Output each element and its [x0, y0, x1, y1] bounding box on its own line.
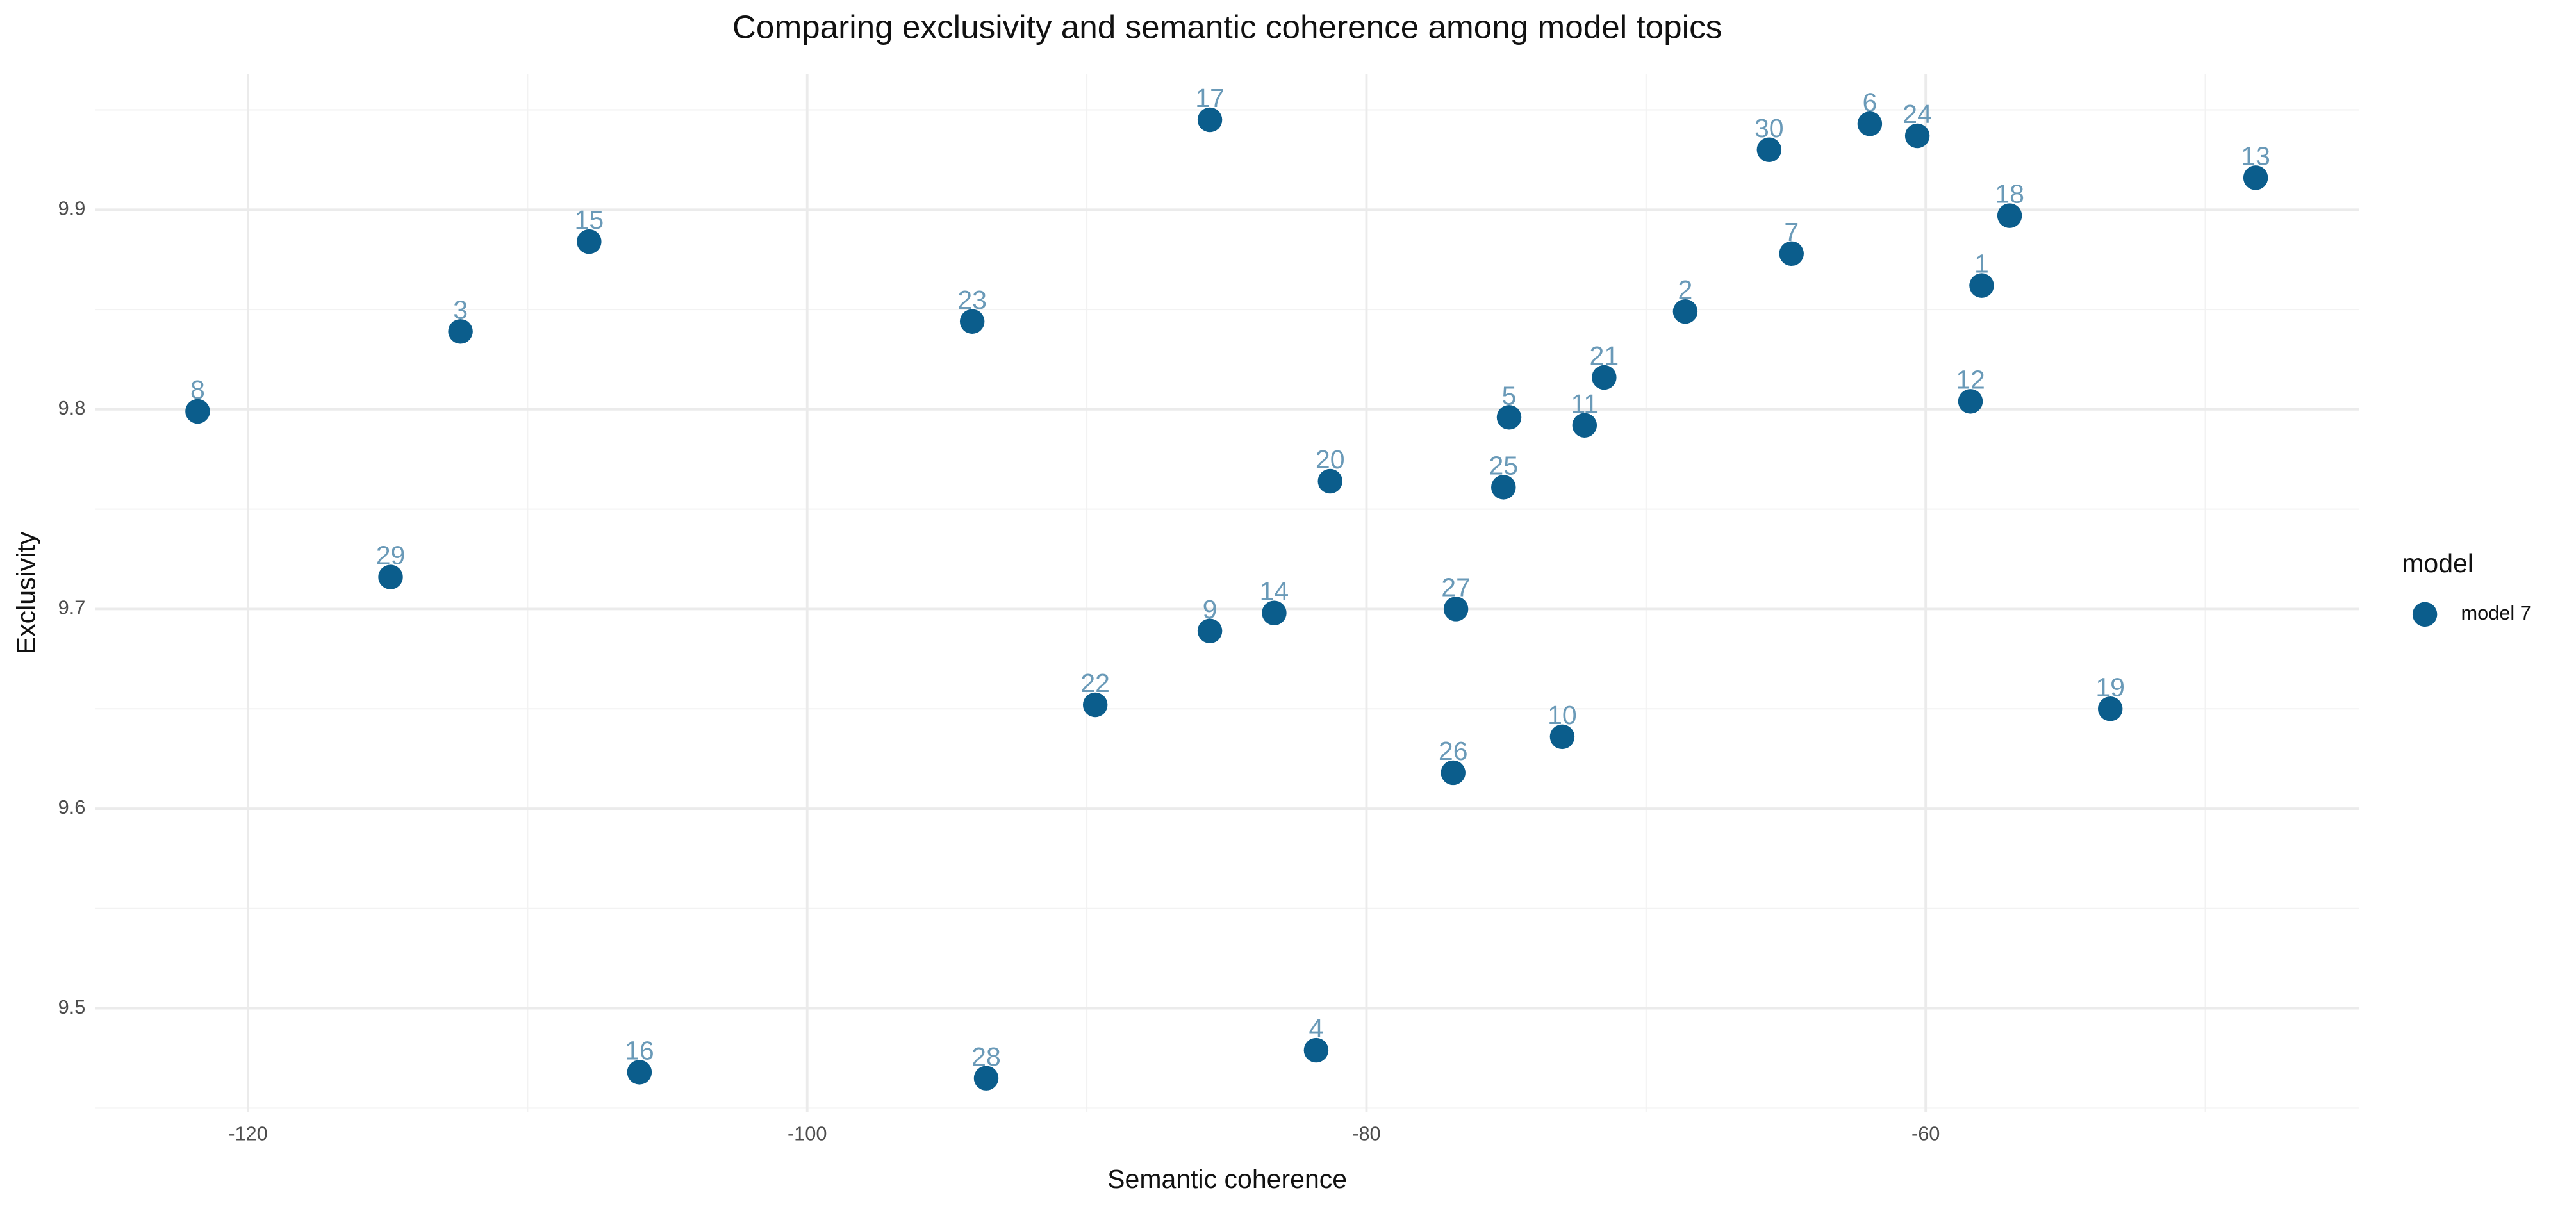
point-label: 3	[453, 295, 468, 324]
point	[378, 564, 403, 589]
y-tick-label: 9.5	[58, 996, 86, 1018]
point	[1572, 413, 1598, 438]
point-label: 28	[971, 1042, 1001, 1071]
point	[1756, 137, 1782, 163]
point	[2097, 696, 2123, 721]
point-label: 13	[2241, 141, 2270, 170]
point-label: 7	[1784, 217, 1799, 247]
point-label: 18	[1995, 179, 2024, 209]
x-tick-label: -80	[1352, 1123, 1380, 1145]
point-label: 27	[1441, 573, 1471, 602]
point-label: 15	[575, 205, 604, 235]
legend-label: model 7	[2461, 602, 2531, 624]
point	[1857, 111, 1883, 136]
point-label: 5	[1502, 381, 1517, 410]
point-label: 23	[957, 285, 987, 315]
point	[448, 319, 473, 344]
point	[1441, 760, 1466, 786]
x-tick-label: -60	[1911, 1123, 1940, 1145]
x-tick-label: -100	[788, 1123, 827, 1145]
point-label: 10	[1548, 700, 1577, 730]
point-label: 24	[1903, 99, 1932, 129]
point-label: 17	[1195, 83, 1225, 113]
point-label: 25	[1489, 450, 1518, 480]
point-label: 16	[625, 1035, 654, 1065]
point-label: 14	[1260, 577, 1289, 606]
point	[1491, 475, 1516, 500]
point	[1549, 724, 1575, 750]
y-tick-label: 9.7	[58, 597, 86, 619]
point-label: 19	[2095, 672, 2125, 702]
point-label: 1	[1974, 249, 1989, 279]
point	[1969, 273, 1994, 298]
point	[1496, 405, 1522, 430]
legend-marker	[2412, 602, 2438, 627]
point	[1303, 1037, 1329, 1063]
point	[973, 1066, 999, 1091]
point-label: 6	[1863, 87, 1878, 117]
y-tick-label: 9.9	[58, 197, 86, 219]
chart-title: Comparing exclusivity and semantic coher…	[732, 9, 1722, 45]
legend-title: model	[2402, 548, 2473, 578]
point-label: 26	[1439, 736, 1468, 766]
point	[185, 399, 210, 424]
y-tick-label: 9.6	[58, 796, 86, 818]
point-label: 20	[1316, 445, 1345, 474]
point	[1592, 365, 1617, 390]
point-label: 9	[1203, 595, 1218, 624]
point	[1317, 468, 1342, 494]
point-label: 21	[1590, 341, 1619, 370]
point-label: 22	[1080, 668, 1110, 698]
x-axis-label: Semantic coherence	[1107, 1164, 1347, 1194]
point-label: 12	[1956, 365, 1985, 394]
point-label: 2	[1678, 275, 1693, 304]
point	[959, 309, 985, 334]
point	[1262, 600, 1287, 625]
point	[1904, 123, 1930, 149]
x-tick-label: -120	[228, 1123, 268, 1145]
point-label: 29	[376, 541, 406, 570]
point-label: 30	[1754, 113, 1784, 143]
point	[577, 229, 602, 254]
point	[1997, 203, 2022, 228]
point-label: 4	[1309, 1014, 1324, 1043]
y-tick-label: 9.8	[58, 397, 86, 419]
point	[1197, 618, 1223, 643]
point	[1443, 597, 1469, 622]
point	[1197, 107, 1223, 133]
point	[1672, 299, 1698, 324]
point-label: 8	[190, 375, 205, 404]
point-label: 11	[1571, 389, 1599, 418]
point	[1958, 389, 1983, 414]
y-axis-label: Exclusivity	[11, 531, 40, 654]
point	[1779, 241, 1804, 267]
point	[2243, 165, 2268, 190]
point	[627, 1060, 652, 1085]
point	[1082, 692, 1108, 718]
